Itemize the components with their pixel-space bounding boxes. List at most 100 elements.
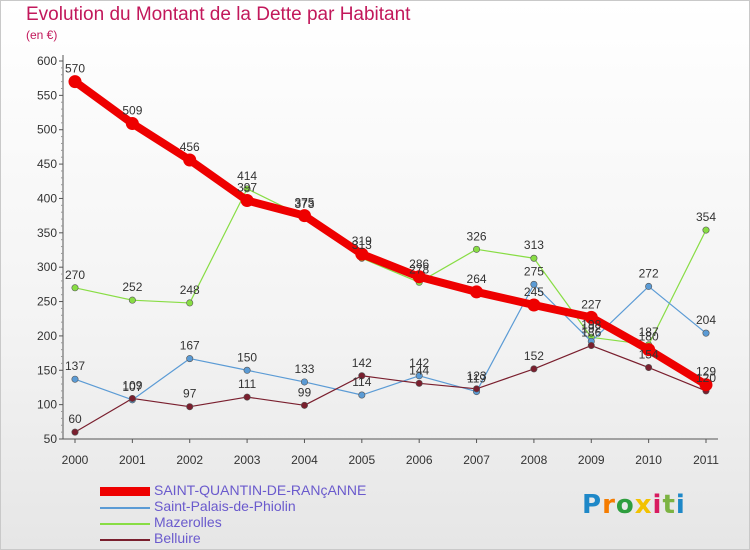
data-point: [355, 247, 369, 261]
data-point: [473, 385, 481, 393]
x-tick-label: 2010: [635, 453, 662, 467]
logo-letter: i: [675, 490, 686, 520]
data-label: 187: [639, 325, 659, 339]
data-point: [702, 329, 710, 337]
x-tick-label: 2011: [693, 453, 719, 467]
data-point: [71, 375, 79, 383]
legend-swatch: [100, 507, 150, 509]
data-point: [297, 209, 311, 223]
data-label: 270: [65, 268, 85, 282]
data-point: [300, 378, 308, 386]
data-label: 456: [180, 140, 200, 154]
data-label: 97: [183, 387, 197, 401]
data-label: 397: [237, 181, 257, 195]
data-point: [473, 245, 481, 253]
y-tick-label: 350: [37, 226, 57, 240]
data-point: [645, 282, 653, 290]
data-label: 264: [467, 272, 487, 286]
data-point: [71, 428, 79, 436]
data-point: [358, 391, 366, 399]
data-label: 319: [352, 234, 372, 248]
data-label: 150: [237, 350, 257, 364]
x-tick-label: 2007: [463, 453, 490, 467]
legend-swatch: [100, 523, 150, 525]
legend-label: Belluire: [154, 530, 201, 546]
legend-swatch: [100, 487, 150, 496]
y-tick-label: 300: [37, 260, 57, 274]
data-label: 313: [352, 238, 372, 252]
data-label: 313: [524, 238, 544, 252]
data-point: [527, 298, 541, 312]
data-point: [125, 117, 139, 131]
data-label: 278: [409, 262, 429, 276]
data-point: [530, 280, 538, 288]
data-label: 123: [467, 369, 487, 383]
chart-subtitle: (en €): [26, 28, 58, 42]
x-tick-label: 2004: [291, 453, 318, 467]
data-label: 152: [524, 349, 544, 363]
legend-label: Saint-Palais-de-Phiolin: [154, 498, 296, 514]
x-tick-label: 2003: [234, 453, 261, 467]
data-label: 142: [352, 356, 372, 370]
data-label: 109: [122, 378, 142, 392]
data-label: 252: [122, 280, 142, 294]
x-tick-label: 2006: [406, 453, 433, 467]
data-point: [183, 153, 197, 167]
data-label: 198: [581, 317, 601, 331]
data-label: 129: [696, 365, 716, 379]
data-point: [530, 254, 538, 262]
data-label: 375: [294, 196, 314, 210]
data-label: 509: [122, 104, 142, 118]
logo-letter: P: [582, 490, 603, 520]
data-point: [186, 355, 194, 363]
y-tick-label: 150: [37, 363, 57, 377]
data-label: 570: [65, 62, 85, 76]
data-point: [702, 226, 710, 234]
data-label: 142: [409, 356, 429, 370]
data-label: 144: [409, 363, 429, 377]
data-label: 60: [68, 412, 82, 426]
legend-label: Mazerolles: [154, 514, 222, 530]
y-tick-label: 100: [37, 398, 57, 412]
logo-letter: t: [662, 490, 676, 520]
data-point: [71, 284, 79, 292]
data-point: [243, 366, 251, 374]
data-point: [68, 75, 82, 89]
data-label: 114: [352, 375, 371, 389]
y-tick-label: 50: [44, 432, 58, 446]
data-label: 192: [581, 321, 601, 335]
data-point: [186, 299, 194, 307]
data-label: 120: [696, 371, 716, 385]
data-label: 245: [524, 285, 544, 299]
x-tick-label: 2009: [578, 453, 605, 467]
y-tick-label: 600: [37, 54, 57, 68]
data-point: [415, 379, 423, 387]
data-label: 180: [639, 330, 659, 344]
logo-letter: i: [652, 490, 663, 520]
data-point: [415, 372, 423, 380]
data-label: 326: [467, 229, 487, 243]
data-label: 107: [122, 380, 142, 394]
logo-letter: x: [634, 490, 653, 520]
data-point: [584, 310, 598, 324]
x-tick-label: 2005: [348, 453, 375, 467]
logo-letter: r: [602, 490, 616, 520]
data-point: [128, 394, 136, 402]
data-point: [128, 296, 136, 304]
data-point: [699, 378, 713, 392]
y-tick-label: 500: [37, 123, 57, 137]
data-label: 204: [696, 313, 716, 327]
data-point: [358, 372, 366, 380]
data-label: 354: [696, 210, 716, 224]
x-tick-label: 2001: [119, 453, 146, 467]
data-label: 137: [65, 359, 85, 373]
x-tick-label: 2000: [62, 453, 89, 467]
data-point: [587, 342, 595, 350]
x-tick-label: 2002: [176, 453, 203, 467]
data-point: [642, 343, 656, 357]
data-label: 272: [639, 266, 659, 280]
y-tick-label: 250: [37, 295, 57, 309]
data-label: 414: [237, 169, 257, 183]
